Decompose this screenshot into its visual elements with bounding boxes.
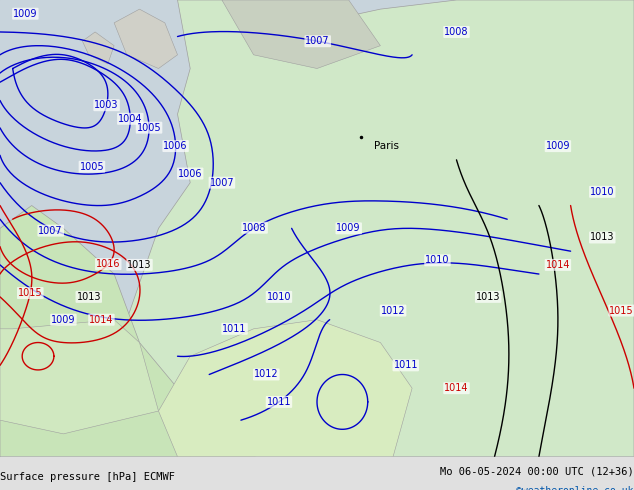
Text: 1008: 1008	[242, 223, 267, 233]
Text: 1007: 1007	[39, 225, 63, 236]
Polygon shape	[127, 0, 634, 457]
Text: 1014: 1014	[444, 383, 469, 393]
Polygon shape	[0, 319, 158, 434]
Text: 1007: 1007	[306, 36, 330, 46]
Text: 1006: 1006	[164, 141, 188, 151]
Text: ©weatheronline.co.uk: ©weatheronline.co.uk	[517, 486, 634, 490]
Text: Paris: Paris	[374, 141, 399, 151]
Text: 1016: 1016	[96, 259, 120, 269]
Text: 1015: 1015	[18, 288, 42, 298]
Text: 1009: 1009	[51, 315, 75, 325]
Text: 1012: 1012	[381, 306, 405, 316]
Bar	[0, 457, 634, 490]
Text: 1011: 1011	[223, 324, 247, 334]
Text: 1006: 1006	[178, 169, 202, 178]
Polygon shape	[82, 32, 114, 64]
Text: 1009: 1009	[13, 9, 37, 19]
Text: Mo 06-05-2024 00:00 UTC (12+36): Mo 06-05-2024 00:00 UTC (12+36)	[440, 466, 634, 476]
Text: 1005: 1005	[137, 122, 162, 133]
Text: 1013: 1013	[590, 232, 614, 243]
Text: 1010: 1010	[425, 255, 450, 265]
Text: 1014: 1014	[89, 315, 113, 325]
Text: 1014: 1014	[546, 260, 570, 270]
Text: 1010: 1010	[267, 292, 291, 302]
Text: 1003: 1003	[94, 100, 119, 110]
Polygon shape	[158, 319, 412, 457]
Text: 1011: 1011	[394, 360, 418, 370]
Text: 1013: 1013	[77, 292, 101, 302]
Text: 1011: 1011	[267, 397, 291, 407]
Text: 1004: 1004	[118, 114, 143, 124]
Text: 1010: 1010	[590, 187, 614, 197]
Text: 1015: 1015	[609, 306, 634, 316]
Text: Surface pressure [hPa] ECMWF: Surface pressure [hPa] ECMWF	[0, 472, 175, 482]
Polygon shape	[222, 0, 380, 69]
Text: 1008: 1008	[444, 27, 469, 37]
Text: 1009: 1009	[546, 141, 570, 151]
Text: 1013: 1013	[476, 292, 500, 302]
Polygon shape	[0, 205, 190, 457]
Text: 1009: 1009	[337, 223, 361, 233]
Polygon shape	[114, 9, 178, 69]
Text: 1012: 1012	[254, 369, 278, 379]
Text: 1013: 1013	[127, 260, 152, 270]
Text: 1007: 1007	[210, 178, 234, 188]
Text: 1005: 1005	[80, 162, 104, 172]
